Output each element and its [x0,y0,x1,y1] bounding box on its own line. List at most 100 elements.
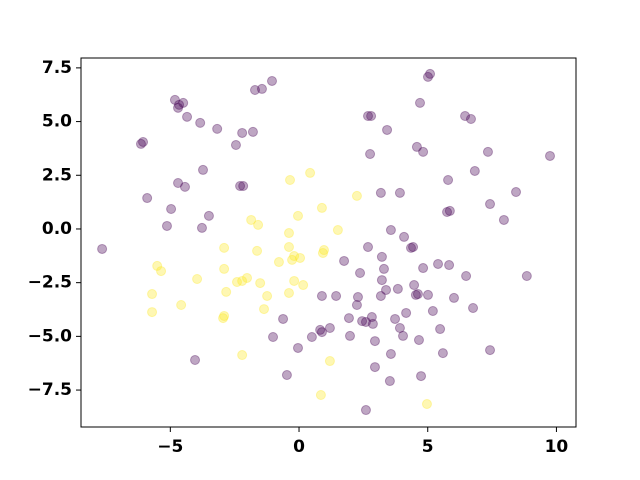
point [444,260,455,271]
point [427,306,438,317]
point [166,203,177,214]
point [169,94,180,105]
point [465,113,476,124]
point [219,310,230,321]
point [306,332,317,343]
point [425,68,436,79]
point [237,275,248,286]
point [344,330,355,341]
point [521,271,532,282]
point [366,110,377,121]
point [316,202,327,213]
point [360,316,371,327]
point [384,376,395,387]
point [283,242,294,253]
point [281,370,292,381]
point [375,187,386,198]
point [161,220,172,231]
point [355,267,366,278]
point [316,327,327,338]
point [382,124,393,135]
point [221,286,232,297]
point [190,354,201,365]
point [262,290,273,301]
point [422,71,433,82]
point [443,174,454,185]
point [363,242,374,253]
point [285,174,296,185]
point [413,335,424,346]
point [406,242,416,253]
point [378,263,389,274]
plot-frame [80,57,577,428]
point [219,242,230,253]
point [289,275,300,286]
point [283,228,294,239]
point [292,342,303,353]
point [416,371,427,382]
point [324,322,335,333]
point [398,330,409,341]
point [339,255,350,266]
point [252,245,263,256]
point [369,336,380,347]
point [331,290,342,301]
point [485,199,496,210]
point [448,292,459,303]
point [259,304,270,315]
point [173,102,184,113]
point [352,292,363,303]
point [351,300,362,311]
point [192,274,203,285]
point [376,275,387,286]
point [394,187,405,198]
point [156,266,167,277]
point [237,350,248,361]
point [411,141,422,152]
point [392,283,403,294]
x-tick-label: 0 [293,437,305,457]
point [255,278,266,289]
point [418,146,429,157]
point [230,139,241,150]
y-tick-label: 2.5 [42,165,72,185]
point [253,219,264,230]
point [316,290,327,301]
point [409,280,420,291]
point [415,97,426,108]
point [138,136,149,147]
point [399,231,410,242]
point [511,187,522,198]
point [198,164,209,175]
point [390,313,401,324]
y-tick-label: −2.5 [28,273,72,293]
x-tick-label: −5 [157,437,183,457]
point [238,181,249,192]
point [385,348,396,359]
y-tick-label: 0.0 [42,219,72,239]
point [498,214,509,225]
point [147,307,158,318]
point [142,193,153,204]
point [278,313,289,324]
point [256,83,267,94]
point [147,289,158,300]
point [375,290,386,301]
point [418,263,429,274]
point [246,214,257,225]
point [298,280,309,291]
point [357,316,368,327]
point [178,97,189,108]
point [460,110,471,121]
point [242,272,253,283]
point [365,149,376,160]
point [324,356,335,367]
point [422,289,433,300]
x-tick-label: 5 [422,437,434,457]
point [442,207,453,218]
point [366,312,377,323]
point [360,405,371,416]
point [433,258,444,269]
point [363,110,374,121]
